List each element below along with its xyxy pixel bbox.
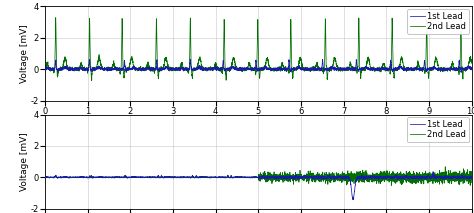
2nd Lead bbox=[53, 16, 59, 19]
1st Lead bbox=[361, 68, 366, 70]
Line: 1st Lead: 1st Lead bbox=[45, 59, 472, 72]
1st Lead bbox=[469, 177, 474, 179]
1st Lead bbox=[393, 68, 399, 71]
1st Lead bbox=[42, 66, 48, 69]
1st Lead bbox=[430, 171, 436, 174]
2nd Lead bbox=[42, 176, 48, 179]
1st Lead bbox=[361, 176, 366, 179]
2nd Lead bbox=[298, 177, 304, 180]
1st Lead bbox=[393, 174, 399, 177]
2nd Lead bbox=[361, 180, 366, 183]
1st Lead bbox=[319, 175, 325, 178]
1st Lead bbox=[205, 176, 211, 179]
2nd Lead bbox=[320, 67, 326, 70]
2nd Lead bbox=[205, 176, 211, 179]
1st Lead bbox=[320, 58, 326, 61]
1st Lead bbox=[469, 69, 474, 71]
Legend: 1st Lead, 2nd Lead: 1st Lead, 2nd Lead bbox=[407, 117, 469, 142]
1st Lead bbox=[298, 176, 304, 179]
2nd Lead bbox=[361, 69, 366, 71]
Line: 2nd Lead: 2nd Lead bbox=[45, 167, 472, 186]
1st Lead bbox=[205, 68, 211, 71]
1st Lead bbox=[350, 199, 356, 201]
Line: 1st Lead: 1st Lead bbox=[45, 173, 472, 200]
2nd Lead bbox=[42, 66, 48, 69]
1st Lead bbox=[119, 176, 125, 178]
2nd Lead bbox=[319, 174, 325, 177]
Line: 2nd Lead: 2nd Lead bbox=[45, 18, 472, 80]
2nd Lead bbox=[298, 60, 304, 62]
2nd Lead bbox=[469, 174, 474, 176]
2nd Lead bbox=[205, 69, 211, 71]
Y-axis label: Voltage [mV]: Voltage [mV] bbox=[20, 24, 29, 83]
2nd Lead bbox=[393, 68, 399, 71]
Text: (a) ECG signal (normal amp.): (a) ECG signal (normal amp.) bbox=[171, 136, 346, 149]
2nd Lead bbox=[393, 179, 399, 181]
1st Lead bbox=[42, 176, 48, 179]
2nd Lead bbox=[120, 51, 126, 54]
2nd Lead bbox=[442, 166, 448, 168]
1st Lead bbox=[187, 58, 193, 60]
1st Lead bbox=[123, 71, 129, 74]
Y-axis label: Voltage [mV]: Voltage [mV] bbox=[20, 132, 29, 191]
2nd Lead bbox=[389, 184, 394, 187]
1st Lead bbox=[119, 68, 125, 70]
2nd Lead bbox=[119, 176, 125, 178]
2nd Lead bbox=[469, 62, 474, 65]
Legend: 1st Lead, 2nd Lead: 1st Lead, 2nd Lead bbox=[407, 9, 469, 34]
2nd Lead bbox=[89, 79, 94, 82]
X-axis label: Time [s]: Time [s] bbox=[240, 117, 277, 126]
1st Lead bbox=[298, 68, 304, 71]
